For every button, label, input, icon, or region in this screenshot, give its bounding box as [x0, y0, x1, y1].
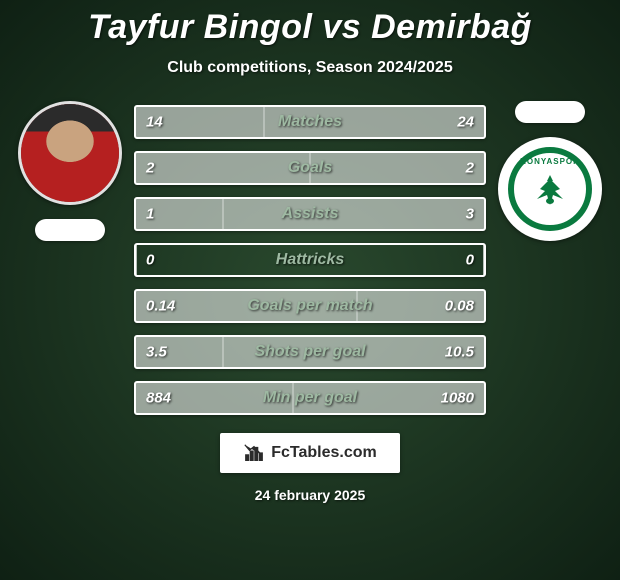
bar-fill-left	[136, 153, 310, 183]
stat-bar: 3.5 10.5 Shots per goal	[134, 335, 486, 369]
stat-value-left: 3.5	[146, 344, 167, 361]
stat-label: Matches	[278, 113, 342, 131]
stat-label: Shots per goal	[254, 343, 365, 361]
date-line: 24 february 2025	[10, 487, 610, 503]
stat-label: Min per goal	[263, 389, 357, 407]
stat-label: Assists	[282, 205, 339, 223]
stat-value-right: 0.08	[445, 298, 474, 315]
page-title: Tayfur Bingol vs Demirbağ	[10, 8, 610, 47]
crest-ring: KONYASPOR	[508, 147, 592, 231]
player1-column	[14, 101, 126, 241]
crest-label: KONYASPOR	[520, 157, 580, 166]
stat-value-left: 2	[146, 160, 154, 177]
stat-bar: 0.14 0.08 Goals per match	[134, 289, 486, 323]
bar-fill-left	[136, 245, 137, 275]
stat-value-right: 0	[466, 252, 474, 269]
comparison-row: 14 24 Matches 2 2 Goals 1 3 Assists 0 0 Hattricks 0.…	[10, 101, 610, 415]
bar-fill-right	[310, 153, 484, 183]
player1-badge	[35, 219, 105, 241]
player-face-graphic	[21, 104, 119, 202]
stat-bar: 0 0 Hattricks	[134, 243, 486, 277]
stat-value-right: 10.5	[445, 344, 474, 361]
stat-bar: 2 2 Goals	[134, 151, 486, 185]
stat-value-right: 24	[457, 114, 474, 131]
stat-bars-container: 14 24 Matches 2 2 Goals 1 3 Assists 0 0 Hattricks 0.…	[134, 101, 486, 415]
bar-fill-right	[223, 199, 484, 229]
player2-column: KONYASPOR	[494, 101, 606, 241]
stat-label: Goals	[288, 159, 332, 177]
stat-label: Hattricks	[276, 251, 344, 269]
player1-avatar	[18, 101, 122, 205]
stat-bar: 884 1080 Min per goal	[134, 381, 486, 415]
subtitle: Club competitions, Season 2024/2025	[10, 59, 610, 77]
stat-value-left: 1	[146, 206, 154, 223]
player2-badge	[515, 101, 585, 123]
stat-value-right: 2	[466, 160, 474, 177]
stat-value-left: 0	[146, 252, 154, 269]
eagle-icon	[525, 169, 575, 209]
stat-value-left: 884	[146, 390, 171, 407]
bar-fill-right	[483, 245, 484, 275]
brand-chart-icon	[243, 442, 265, 464]
stat-value-left: 14	[146, 114, 163, 131]
stat-bar: 14 24 Matches	[134, 105, 486, 139]
stat-value-right: 1080	[441, 390, 474, 407]
stat-value-left: 0.14	[146, 298, 175, 315]
brand-label: FcTables.com	[271, 444, 377, 462]
brand-box: FcTables.com	[220, 433, 400, 473]
stat-bar: 1 3 Assists	[134, 197, 486, 231]
stat-value-right: 3	[466, 206, 474, 223]
infographic-root: Tayfur Bingol vs Demirbağ Club competiti…	[0, 0, 620, 580]
player2-crest: KONYASPOR	[498, 137, 602, 241]
stat-label: Goals per match	[247, 297, 372, 315]
